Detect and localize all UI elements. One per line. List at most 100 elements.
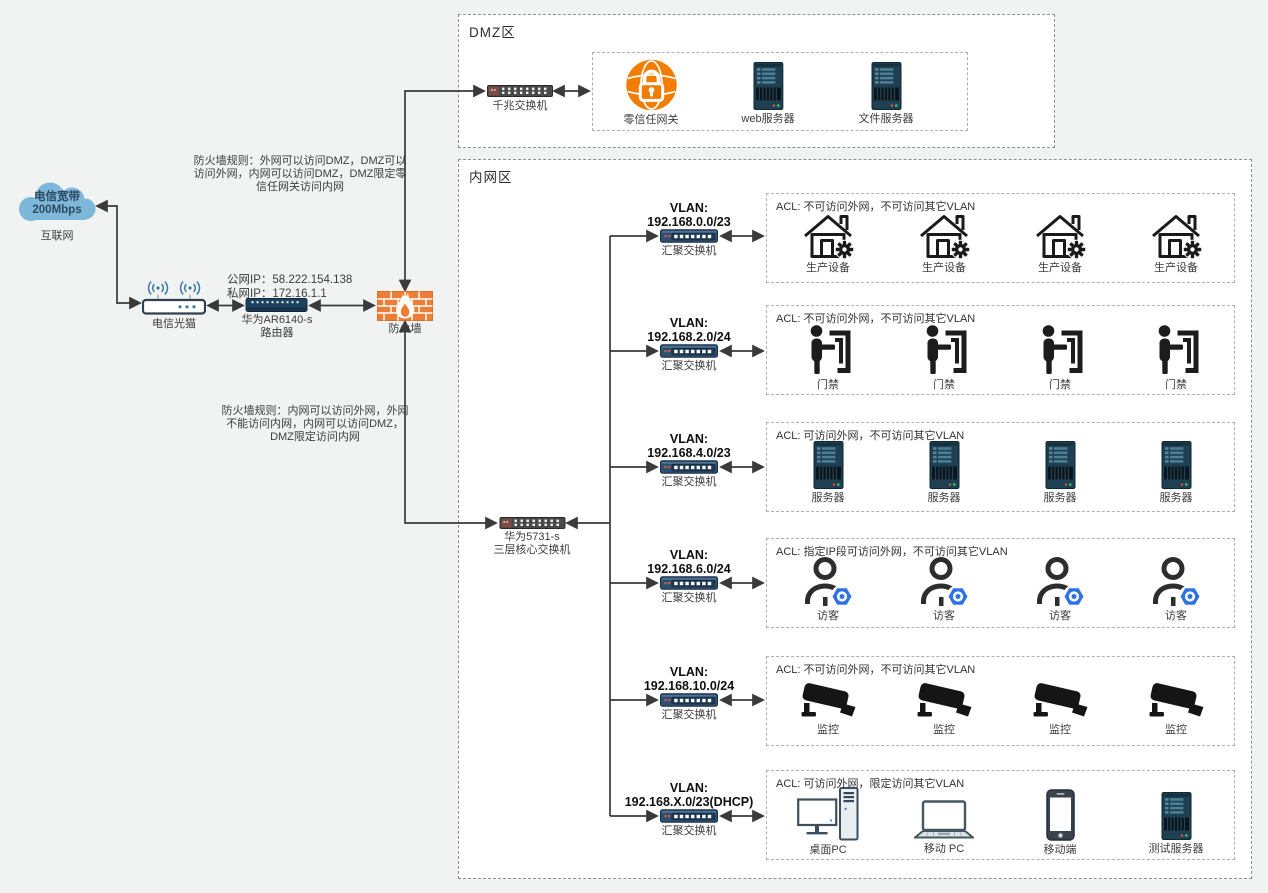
- internet-cloud: 电信宽带 200Mbps 互联网: [14, 182, 100, 243]
- file-server-label: 文件服务器: [858, 113, 914, 125]
- desktop-pc-icon: [797, 787, 859, 841]
- web-server-label: web服务器: [741, 113, 795, 125]
- intranet-server: 服务器: [928, 441, 961, 505]
- aggregation-switch-6: 汇聚交换机: [660, 809, 718, 838]
- surveillance-camera: 监控: [1031, 675, 1089, 737]
- production-device: 生产设备: [1032, 209, 1088, 275]
- aggregation-switch-icon: [660, 344, 718, 358]
- visitor: 访客: [802, 555, 854, 623]
- acl-note: ACL: 不可访问外网，不可访问其它VLAN: [776, 313, 976, 325]
- production-device: 生产设备: [916, 209, 972, 275]
- public-ip: 公网IP：58.222.154.138: [227, 274, 353, 286]
- vlan-label-4: VLAN: 192.168.6.0/24: [647, 548, 731, 576]
- aggregation-switch-icon: [660, 229, 718, 243]
- file-server: 文件服务器: [859, 62, 914, 126]
- aggregation-switch-3: 汇聚交换机: [660, 460, 718, 489]
- desktop-pc: 桌面PC: [797, 787, 859, 857]
- door-access: 门禁: [918, 322, 970, 392]
- web-server: web服务器: [741, 62, 795, 126]
- door-access-icon: [918, 322, 970, 376]
- server-icon: [1045, 441, 1075, 489]
- gigabit-switch: 千兆交换机: [487, 85, 553, 113]
- production-device: 生产设备: [800, 209, 856, 275]
- aggregation-switch-2: 汇聚交换机: [660, 344, 718, 373]
- door-access-icon: [802, 322, 854, 376]
- router-icon: [246, 298, 308, 312]
- door-access-icon: [1034, 322, 1086, 376]
- modem-icon: [142, 281, 206, 315]
- cloud-icon: 电信宽带 200Mbps: [14, 182, 100, 227]
- zero-trust-gateway-label: 零信任网关: [623, 114, 679, 126]
- acl-note: ACL: 指定IP段可访问外网，不可访问其它VLAN: [776, 546, 1008, 558]
- vlan-group-box-4: ACL: 指定IP段可访问外网，不可访问其它VLAN: [766, 538, 1235, 628]
- firewall-rule-bottom: 防火墙规则：内网可以访问外网，外网不能访问内网，内网可以访问DMZ，DMZ限定访…: [221, 405, 409, 443]
- modem-label: 电信光猫: [152, 318, 196, 330]
- vlan-label-6: VLAN: 192.168.X.0/23(DHCP): [624, 781, 754, 809]
- visitor-icon: [918, 555, 970, 607]
- gigabit-switch-icon: [487, 85, 553, 97]
- aggregation-switch-5: 汇聚交换机: [660, 693, 718, 722]
- production-device: 生产设备: [1148, 209, 1204, 275]
- internet-label: 互联网: [40, 230, 74, 242]
- zero-trust-gateway-icon: [625, 59, 677, 111]
- telecom-modem: 电信光猫: [142, 281, 206, 331]
- camera-icon: [1031, 675, 1089, 721]
- camera-icon: [799, 675, 857, 721]
- private-ip: 私网IP：172.16.1.1: [227, 287, 327, 300]
- aggregation-switch-1: 汇聚交换机: [660, 229, 718, 258]
- visitor: 访客: [918, 555, 970, 623]
- house-gear-icon: [1032, 209, 1088, 259]
- vlan-group-box-3: ACL: 可访问外网，不可访问其它VLAN: [766, 422, 1235, 512]
- server-icon: [1161, 792, 1191, 840]
- server-icon: [753, 62, 783, 110]
- core-switch: 华为5731-s 三层核心交换机: [494, 517, 571, 556]
- mobile-pc: 移动 PC: [914, 800, 974, 856]
- door-access: 门禁: [1034, 322, 1086, 392]
- aggregation-switch-4: 汇聚交换机: [660, 576, 718, 605]
- house-gear-icon: [800, 209, 856, 259]
- vlan-group-box-2: ACL: 不可访问外网，不可访问其它VLAN: [766, 305, 1235, 395]
- surveillance-camera: 监控: [915, 675, 973, 737]
- mobile-device: 移动端: [1044, 789, 1077, 857]
- server-icon: [813, 441, 843, 489]
- acl-note: ACL: 可访问外网，限定访问其它VLAN: [776, 778, 965, 790]
- vlan-label-2: VLAN: 192.168.2.0/24: [647, 316, 731, 344]
- visitor-icon: [1150, 555, 1202, 607]
- firewall: 防火墙: [377, 291, 433, 336]
- router-ip-info: 公网IP：58.222.154.138 私网IP：172.16.1.1: [227, 274, 352, 301]
- intranet-zone-title: 内网区: [469, 170, 513, 185]
- house-gear-icon: [916, 209, 972, 259]
- surveillance-camera: 监控: [799, 675, 857, 737]
- firewall-icon: [377, 291, 433, 321]
- camera-icon: [1147, 675, 1205, 721]
- zero-trust-gateway: 零信任网关: [624, 59, 679, 127]
- smartphone-icon: [1045, 789, 1075, 841]
- aggregation-switch-icon: [660, 693, 718, 707]
- firewall-rule-top: 防火墙规则：外网可以访问DMZ，DMZ可以访问外网，内网可以访问DMZ，DMZ限…: [193, 155, 407, 193]
- aggregation-switch-icon: [660, 460, 718, 474]
- intranet-server: 服务器: [1160, 441, 1193, 505]
- router-label: 华为AR6140-s 路由器: [241, 314, 313, 339]
- acl-note: ACL: 不可访问外网，不可访问其它VLAN: [776, 664, 976, 676]
- cloud-bandwidth-text: 电信宽带 200Mbps: [32, 191, 82, 216]
- door-access: 门禁: [802, 322, 854, 392]
- server-icon: [1161, 441, 1191, 489]
- vlan-label-1: VLAN: 192.168.0.0/23: [647, 201, 731, 229]
- intranet-server: 服务器: [1044, 441, 1077, 505]
- surveillance-camera: 监控: [1147, 675, 1205, 737]
- visitor-icon: [802, 555, 854, 607]
- dmz-zone-title: DMZ区: [469, 25, 516, 40]
- intranet-server: 服务器: [812, 441, 845, 505]
- gigabit-switch-label: 千兆交换机: [492, 100, 548, 112]
- vlan-label-5: VLAN: 192.168.10.0/24: [643, 665, 735, 693]
- laptop-icon: [914, 800, 974, 840]
- core-switch-icon: [499, 517, 565, 529]
- server-icon: [929, 441, 959, 489]
- acl-note: ACL: 不可访问外网，不可访问其它VLAN: [776, 201, 976, 213]
- aggregation-switch-icon: [660, 809, 718, 823]
- router: 华为AR6140-s 路由器: [241, 298, 313, 339]
- camera-icon: [915, 675, 973, 721]
- visitor-icon: [1034, 555, 1086, 607]
- visitor: 访客: [1034, 555, 1086, 623]
